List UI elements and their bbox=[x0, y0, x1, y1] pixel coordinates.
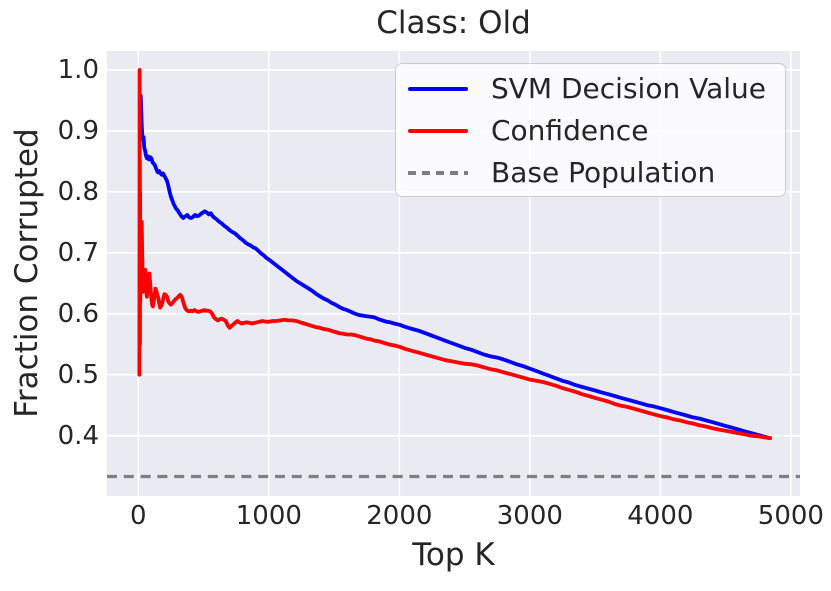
y-tick-label: 0.9 bbox=[57, 115, 99, 146]
x-tick-label: 5000 bbox=[757, 501, 824, 531]
x-axis-label: Top K bbox=[412, 537, 495, 573]
legend-line-sample-base-population bbox=[408, 171, 468, 175]
legend-label-confidence: Confidence bbox=[491, 114, 649, 147]
legend-line-sample-svm bbox=[408, 87, 468, 91]
x-tick-label: 0 bbox=[130, 501, 147, 531]
confidence-line bbox=[137, 67, 772, 441]
legend: SVM Decision Value Confidence Base Popul… bbox=[395, 63, 786, 197]
y-tick-label: 0.5 bbox=[57, 359, 99, 390]
svm-decision-value-line bbox=[138, 93, 772, 441]
y-tick-label: 0.4 bbox=[57, 420, 99, 451]
y-tick-label: 0.6 bbox=[57, 298, 99, 329]
x-tick-label: 3000 bbox=[496, 501, 563, 531]
legend-item-base-population: Base Population bbox=[408, 152, 771, 194]
x-tick-label: 2000 bbox=[366, 501, 433, 531]
legend-label-svm: SVM Decision Value bbox=[491, 72, 766, 105]
legend-item-svm: SVM Decision Value bbox=[408, 68, 771, 110]
legend-label-base-population: Base Population bbox=[491, 156, 716, 189]
legend-item-confidence: Confidence bbox=[408, 110, 771, 152]
y-tick-label: 0.8 bbox=[57, 176, 99, 207]
x-tick-label: 1000 bbox=[235, 501, 302, 531]
y-tick-label: 0.7 bbox=[57, 237, 99, 268]
legend-line-sample-confidence bbox=[408, 129, 468, 133]
x-tick-label: 4000 bbox=[627, 501, 694, 531]
y-tick-label: 1.0 bbox=[57, 54, 99, 85]
chart-title: Class: Old bbox=[376, 5, 531, 41]
